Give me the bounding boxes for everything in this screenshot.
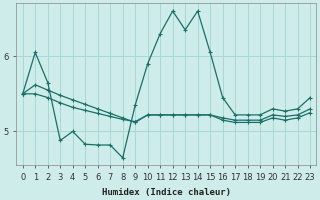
X-axis label: Humidex (Indice chaleur): Humidex (Indice chaleur) (102, 188, 231, 197)
